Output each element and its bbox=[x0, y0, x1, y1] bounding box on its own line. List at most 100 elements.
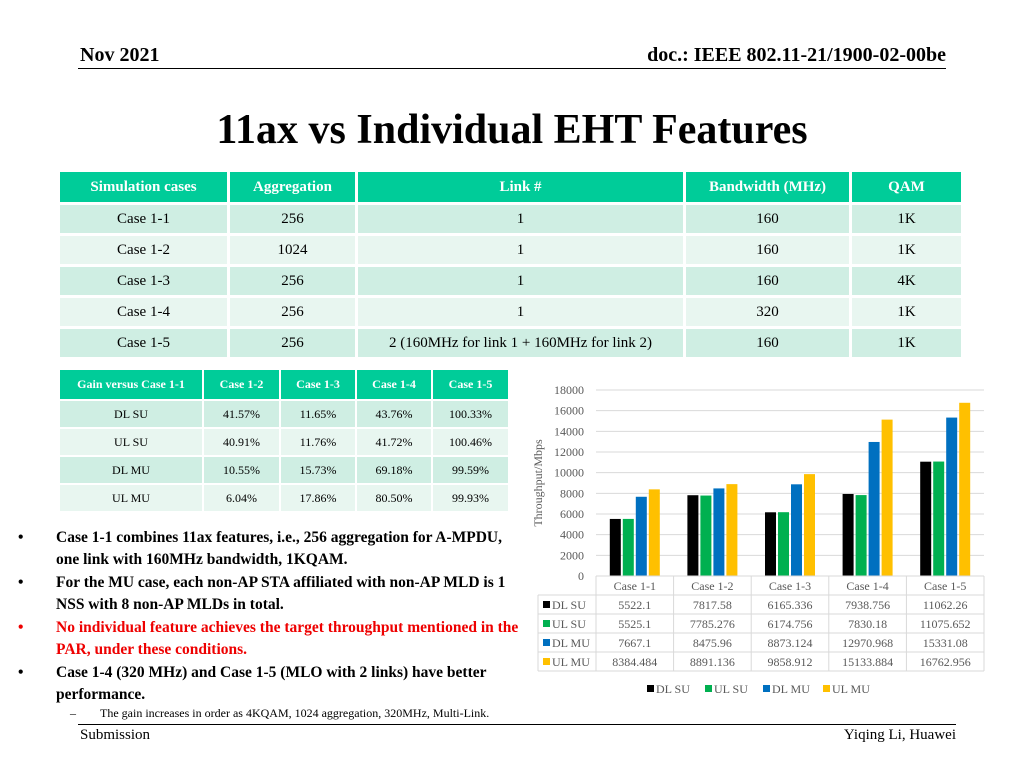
table-header-cell: Case 1-2 bbox=[204, 370, 281, 401]
table-cell: 2 (160MHz for link 1 + 160MHz for link 2… bbox=[358, 329, 686, 360]
table-header-cell: Link # bbox=[358, 172, 686, 205]
bar bbox=[959, 402, 971, 576]
table-cell: 99.93% bbox=[433, 485, 510, 513]
footer-author: Yiqing Li, Huawei bbox=[843, 727, 956, 743]
dash-icon: – bbox=[70, 706, 76, 720]
bar bbox=[933, 461, 945, 576]
table-cell: 6.04% bbox=[204, 485, 281, 513]
table-cell: Case 1-2 bbox=[60, 236, 230, 267]
bar bbox=[791, 484, 802, 576]
table-cell: 160 bbox=[686, 236, 852, 267]
table-cell: 4K bbox=[852, 267, 964, 298]
bullet-text: Case 1-1 combines 11ax features, i.e., 2… bbox=[56, 529, 502, 568]
table-cell: Case 1-1 bbox=[60, 205, 230, 236]
series-label: UL MU bbox=[552, 655, 590, 669]
legend-entry: DL SU bbox=[656, 682, 690, 696]
table-row: UL MU 6.04% 17.86% 80.50% 99.93% bbox=[60, 485, 510, 513]
data-label: 7817.58 bbox=[693, 598, 732, 612]
data-label: 15133.884 bbox=[842, 655, 893, 669]
data-label: 8475.96 bbox=[693, 636, 732, 650]
legend-entry: DL MU bbox=[772, 682, 810, 696]
bar bbox=[635, 496, 647, 576]
bullet-text: Case 1-4 (320 MHz) and Case 1-5 (MLO wit… bbox=[56, 664, 487, 703]
bullet-item: • For the MU case, each non-AP STA affili… bbox=[18, 572, 528, 616]
data-label: 8384.484 bbox=[612, 655, 657, 669]
table-cell: 160 bbox=[686, 329, 852, 360]
data-label: 8873.124 bbox=[768, 636, 813, 650]
table-header-cell: Aggregation bbox=[230, 172, 358, 205]
table-header-cell: Case 1-4 bbox=[357, 370, 433, 401]
data-label: 11075.652 bbox=[920, 617, 971, 631]
bullet-item-highlight: • No individual feature achieves the targ… bbox=[18, 617, 528, 661]
table-cell: 1 bbox=[358, 205, 686, 236]
bar bbox=[804, 474, 815, 576]
bullet-dot-icon: • bbox=[18, 574, 24, 591]
table-cell: Case 1-3 bbox=[60, 267, 230, 298]
table-cell: 80.50% bbox=[357, 485, 433, 513]
data-label: 8891.136 bbox=[690, 655, 735, 669]
data-label: 9858.912 bbox=[768, 655, 813, 669]
y-tick-label: 0 bbox=[578, 569, 584, 583]
bullet-item: • Case 1-4 (320 MHz) and Case 1-5 (MLO wi… bbox=[18, 662, 528, 706]
header-doc-id: doc.: IEEE 802.11-21/1900-02-00be bbox=[647, 44, 946, 66]
y-tick-label: 16000 bbox=[554, 404, 584, 418]
header-divider bbox=[78, 68, 946, 69]
y-tick-label: 18000 bbox=[554, 383, 584, 397]
bullet-dot-icon: • bbox=[18, 619, 24, 636]
series-label: DL SU bbox=[552, 598, 586, 612]
data-label: 5525.1 bbox=[618, 617, 651, 631]
table-cell: UL MU bbox=[60, 485, 204, 513]
header-date: Nov 2021 bbox=[80, 44, 160, 66]
legend-key bbox=[543, 658, 550, 665]
legend-entry: UL MU bbox=[832, 682, 870, 696]
table-cell: Case 1-5 bbox=[60, 329, 230, 360]
y-tick-label: 12000 bbox=[554, 445, 584, 459]
bullet-item: • Case 1-1 combines 11ax features, i.e., … bbox=[18, 527, 528, 571]
data-label: 6165.336 bbox=[768, 598, 813, 612]
table-cell: 1024 bbox=[230, 236, 358, 267]
legend-swatch bbox=[647, 685, 654, 692]
table-header-cell: Bandwidth (MHz) bbox=[686, 172, 852, 205]
table-header-row: Simulation cases Aggregation Link # Band… bbox=[60, 172, 964, 205]
table-cell: 320 bbox=[686, 298, 852, 329]
table-cell: 256 bbox=[230, 329, 358, 360]
bar bbox=[713, 488, 725, 576]
table-cell: 1K bbox=[852, 298, 964, 329]
table-cell: 17.86% bbox=[281, 485, 357, 513]
table-header-cell: Simulation cases bbox=[60, 172, 230, 205]
table-cell: 1K bbox=[852, 205, 964, 236]
bullet-text: No individual feature achieves the targe… bbox=[56, 619, 519, 658]
table-row: Case 1-2 1024 1 160 1K bbox=[60, 236, 964, 267]
table-row: DL MU 10.55% 15.73% 69.18% 99.59% bbox=[60, 457, 510, 485]
bullet-dot-icon: • bbox=[18, 529, 24, 546]
data-label: 7785.276 bbox=[690, 617, 735, 631]
footer-divider bbox=[78, 724, 956, 725]
data-label: 12970.968 bbox=[842, 636, 893, 650]
table-cell: 1K bbox=[852, 329, 964, 360]
bar bbox=[609, 518, 621, 576]
simulation-cases-table: Simulation cases Aggregation Link # Band… bbox=[60, 172, 964, 360]
x-tick-label: Case 1-2 bbox=[691, 579, 733, 593]
table-cell: 1 bbox=[358, 236, 686, 267]
table-cell: UL SU bbox=[60, 429, 204, 457]
x-tick-label: Case 1-4 bbox=[846, 579, 888, 593]
bar bbox=[726, 484, 738, 576]
y-tick-label: 14000 bbox=[554, 424, 584, 438]
table-header-cell: Case 1-5 bbox=[433, 370, 510, 401]
table-cell: 69.18% bbox=[357, 457, 433, 485]
table-header-cell: Case 1-3 bbox=[281, 370, 357, 401]
table-row: DL SU 41.57% 11.65% 43.76% 100.33% bbox=[60, 401, 510, 429]
bar bbox=[622, 518, 634, 576]
table-cell: 11.76% bbox=[281, 429, 357, 457]
legend-swatch bbox=[705, 685, 712, 692]
bar bbox=[648, 489, 660, 576]
bullet-text: For the MU case, each non-AP STA affilia… bbox=[56, 574, 506, 613]
table-cell: DL SU bbox=[60, 401, 204, 429]
data-label: 11062.26 bbox=[923, 598, 968, 612]
table-cell: Case 1-4 bbox=[60, 298, 230, 329]
table-cell: 10.55% bbox=[204, 457, 281, 485]
bar bbox=[868, 441, 880, 576]
data-label: 7667.1 bbox=[618, 636, 651, 650]
table-row: UL SU 40.91% 11.76% 41.72% 100.46% bbox=[60, 429, 510, 457]
table-cell: 41.72% bbox=[357, 429, 433, 457]
